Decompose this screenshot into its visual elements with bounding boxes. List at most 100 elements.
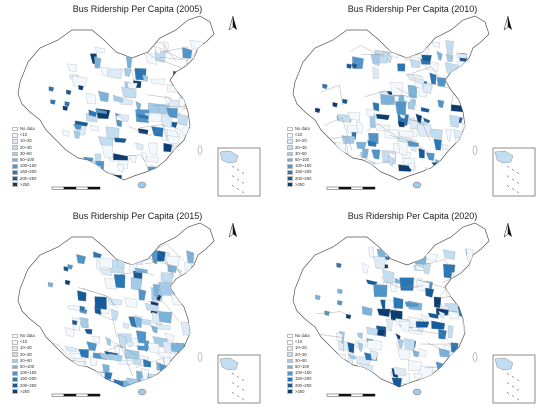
- prefecture-region: [438, 328, 447, 340]
- province-boundary: [151, 105, 188, 107]
- prefecture-region: [92, 336, 100, 344]
- prefecture-region: [183, 157, 197, 167]
- prefecture-region: [341, 135, 356, 144]
- legend-label: 200~250: [295, 175, 312, 181]
- prefecture-region: [420, 314, 429, 322]
- legend-item: 200~250: [12, 383, 36, 389]
- prefecture-region: [418, 348, 427, 357]
- prefecture-region: [78, 349, 89, 359]
- legend-label: <10: [295, 132, 303, 138]
- prefecture-region: [157, 351, 171, 359]
- prefecture-region: [315, 294, 321, 301]
- prefecture-region: [76, 254, 86, 265]
- legend-item: 10~20: [12, 345, 36, 351]
- prefecture-region: [93, 251, 102, 258]
- prefecture-region: [153, 46, 162, 54]
- prefecture-region: [422, 262, 431, 275]
- nine-dash-line-segment: [516, 379, 520, 382]
- prefecture-region: [86, 341, 97, 352]
- prefecture-region: [48, 282, 54, 288]
- province-boundary: [396, 87, 417, 106]
- prefecture-region: [129, 154, 137, 163]
- legend-swatch: [12, 352, 18, 357]
- prefecture-region: [64, 101, 70, 107]
- prefecture-region: [455, 377, 462, 387]
- prefecture-region: [437, 99, 445, 109]
- prefecture-region: [429, 128, 443, 140]
- prefecture-region: [65, 279, 71, 286]
- legend-swatch: [287, 151, 293, 157]
- prefecture-region: [79, 317, 89, 329]
- prefecture-region: [67, 305, 82, 311]
- prefecture-region: [337, 340, 350, 351]
- legend-item: >250: [12, 182, 36, 188]
- legend-label: >250: [20, 388, 30, 394]
- legend-swatch: [287, 346, 293, 351]
- prefecture-region: [48, 86, 55, 92]
- legend-item: 30~50: [287, 358, 311, 364]
- legend-item: 100~150: [287, 370, 311, 376]
- prefecture-region: [445, 158, 453, 170]
- prefecture-region: [184, 70, 192, 82]
- north-arrow-icon: [228, 222, 237, 238]
- legend-swatch: [12, 364, 18, 370]
- prefecture-region: [462, 271, 471, 278]
- nine-dash-line-segment: [241, 172, 245, 175]
- legend-label: 150~200: [20, 169, 37, 175]
- legend-item: 50~100: [287, 157, 311, 163]
- prefecture-region: [465, 290, 481, 304]
- prefecture-region: [414, 77, 425, 85]
- prefecture-region: [130, 277, 143, 291]
- legend-swatch: [12, 163, 18, 169]
- legend-swatch: [12, 126, 18, 132]
- map-panel-2005: Bus Ridership Per Capita (2005) No data <…: [0, 0, 275, 206]
- legend-label: 100~150: [295, 370, 312, 376]
- legend-item: 10~20: [287, 138, 311, 144]
- prefecture-region: [83, 156, 94, 164]
- province-boundary: [442, 364, 471, 387]
- country-outline: [17, 222, 215, 388]
- legend-label: 50~100: [295, 156, 310, 162]
- province-boundary: [315, 311, 351, 317]
- prefecture-region: [357, 342, 364, 353]
- prefecture-region: [94, 296, 107, 310]
- panel-title: Bus Ridership Per Capita (2015): [72, 211, 203, 221]
- prefecture-region: [145, 156, 159, 163]
- legend: No data <10 10~20 20~30 30~50 50~100 100~150 15…: [12, 333, 36, 395]
- legend-swatch: [287, 364, 293, 370]
- prefecture-region: [113, 274, 126, 289]
- legend-swatch: [287, 170, 293, 175]
- prefecture-region: [147, 113, 163, 122]
- prefecture-region: [101, 175, 112, 180]
- prefecture-region: [404, 301, 420, 307]
- province-boundary: [144, 260, 175, 279]
- legend-item: 10~20: [287, 345, 311, 351]
- prefecture-region: [445, 128, 452, 143]
- prefecture-region: [95, 108, 108, 114]
- nine-dash-line-segment: [506, 175, 510, 178]
- legend-item: No data: [287, 126, 311, 132]
- prefecture-region: [158, 311, 173, 324]
- legend-label: 150~200: [295, 376, 312, 382]
- prefecture-region: [431, 41, 440, 48]
- hainan-island: [412, 388, 422, 396]
- prefecture-region: [422, 386, 437, 387]
- prefecture-region: [398, 141, 408, 156]
- prefecture-region: [342, 98, 348, 105]
- prefecture-region: [322, 83, 328, 89]
- province-boundary: [78, 287, 119, 309]
- legend-label: No data: [20, 126, 35, 131]
- prefecture-region: [409, 58, 421, 68]
- prefecture-region: [126, 82, 138, 89]
- prefecture-region: [124, 67, 132, 78]
- prefecture-region: [354, 163, 364, 177]
- legend-swatch: [287, 339, 293, 345]
- province-boundary: [366, 123, 400, 140]
- prefecture-region: [148, 102, 161, 114]
- legend-item: No data: [12, 333, 36, 339]
- prefecture-region: [122, 41, 134, 52]
- prefecture-region: [469, 112, 480, 119]
- legend-item: 30~50: [287, 151, 311, 157]
- prefecture-region: [435, 307, 450, 316]
- nine-dash-line-segment: [241, 191, 245, 194]
